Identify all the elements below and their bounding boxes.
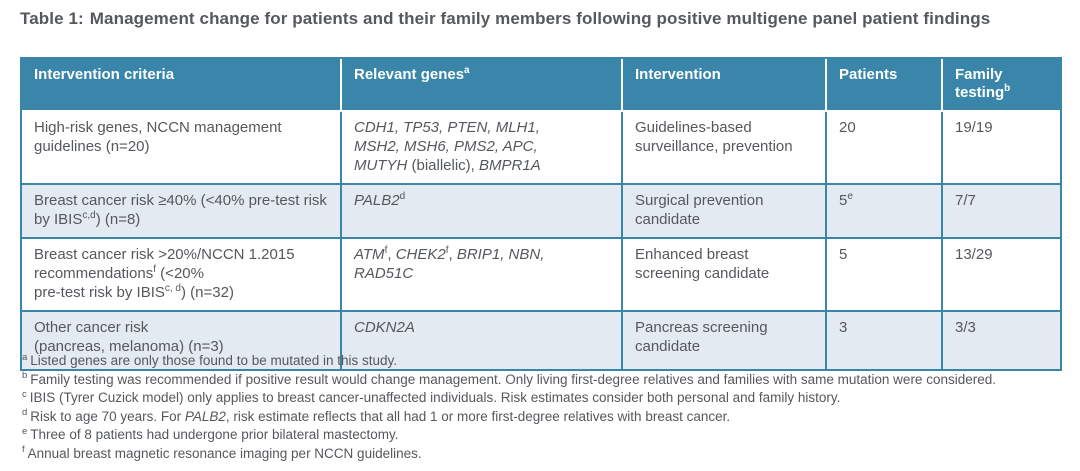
footnote-marker: c [22, 388, 27, 400]
column-header-patients: Patients [825, 59, 941, 110]
header-superscript: b [1004, 83, 1011, 94]
footnote: a Listed genes are only those found to be… [22, 352, 1072, 371]
cell-intervention: Enhanced breast screening candidate [621, 239, 825, 310]
table-row: High-risk genes, NCCN management guideli… [22, 112, 1060, 183]
cell-intervention-criteria: Breast cancer risk ≥40% (<40% pre-test r… [34, 192, 327, 228]
footnote-marker: a [22, 351, 28, 363]
cell-relevant-genes: ATMf, CHEK2f, BRIP1, NBN, RAD51C [340, 239, 621, 310]
footnote-text: Family testing was recommended if positi… [30, 371, 996, 387]
cell-relevant-genes: CDKN2A [340, 312, 621, 369]
column-header-family-testing: Family testingb [941, 59, 1060, 110]
cell-patients: 5 [825, 239, 941, 310]
footnote: e Three of 8 patients had undergone prior… [22, 426, 1072, 445]
footnote-text: Risk to age 70 years. For PALB2, risk es… [30, 408, 731, 424]
footnote-text: Three of 8 patients had undergone prior … [30, 427, 399, 442]
cell-family-testing: 13/29 [941, 239, 1060, 310]
footnote-marker: b [22, 370, 28, 381]
cell-family-testing: 7/7 [941, 185, 1060, 237]
cell-patients: 20 [825, 112, 941, 183]
cell-patients: 3 [825, 312, 941, 369]
table-row: Other cancer risk (pancreas, melanoma) (n… [22, 310, 1060, 369]
cell-intervention-criteria: Breast cancer risk >20%/NCCN 1.2015 reco… [34, 246, 295, 301]
cell-relevant-genes: PALB2d [340, 185, 621, 237]
table-row: Breast cancer risk ≥40% (<40% pre-test r… [22, 183, 1060, 237]
header-superscript: a [464, 65, 470, 76]
table-row: Breast cancer risk >20%/NCCN 1.2015 reco… [22, 237, 1060, 310]
table-title: Table 1: Management change for patients a… [20, 9, 990, 29]
cell-family-testing: 3/3 [941, 312, 1060, 369]
cell-intervention: Surgical prevention candidate [621, 185, 825, 237]
footnote-text: Annual breast magnetic resonance imaging… [27, 445, 422, 461]
footnote-marker: d [22, 407, 28, 418]
footnote: f Annual breast magnetic resonance imagin… [22, 445, 1072, 464]
footnote: d Risk to age 70 years. For PALB2, risk e… [22, 408, 1072, 427]
cell-patients: 5e [825, 185, 941, 237]
management-change-table: Intervention criteria Relevant genesa In… [20, 57, 1062, 371]
footnote: c IBIS (Tyrer Cuzick model) only applies … [22, 389, 1072, 408]
cell-relevant-genes: CDH1, TP53, PTEN, MLH1, MSH2, MSH6, PMS2,… [340, 112, 621, 183]
column-header-intervention-criteria: Intervention criteria [34, 66, 175, 83]
cell-intervention-criteria: High-risk genes, NCCN management guideli… [34, 119, 282, 155]
table-title-label: Table 1: [20, 9, 84, 28]
table-title-caption: Management change for patients and their… [89, 9, 991, 28]
footnote: b Family testing was recommended if posit… [22, 371, 1072, 390]
footnote-text: IBIS (Tyrer Cuzick model) only applies t… [29, 390, 841, 405]
footnote-text: Listed genes are only those found to be … [30, 353, 398, 368]
footnote-marker: e [22, 425, 28, 437]
column-header-intervention: Intervention [621, 59, 825, 110]
footnotes: a Listed genes are only those found to be… [22, 352, 1072, 463]
column-header-relevant-genes: Relevant genesa [340, 59, 621, 110]
cell-intervention-criteria: Other cancer risk (pancreas, melanoma) (n… [34, 319, 224, 355]
footnote-marker: f [22, 444, 25, 455]
table-header-row: Intervention criteria Relevant genesa In… [22, 59, 1060, 112]
cell-intervention: Guidelines-based surveillance, preventio… [621, 112, 825, 183]
cell-intervention: Pancreas screening candidate [621, 312, 825, 369]
cell-family-testing: 19/19 [941, 112, 1060, 183]
